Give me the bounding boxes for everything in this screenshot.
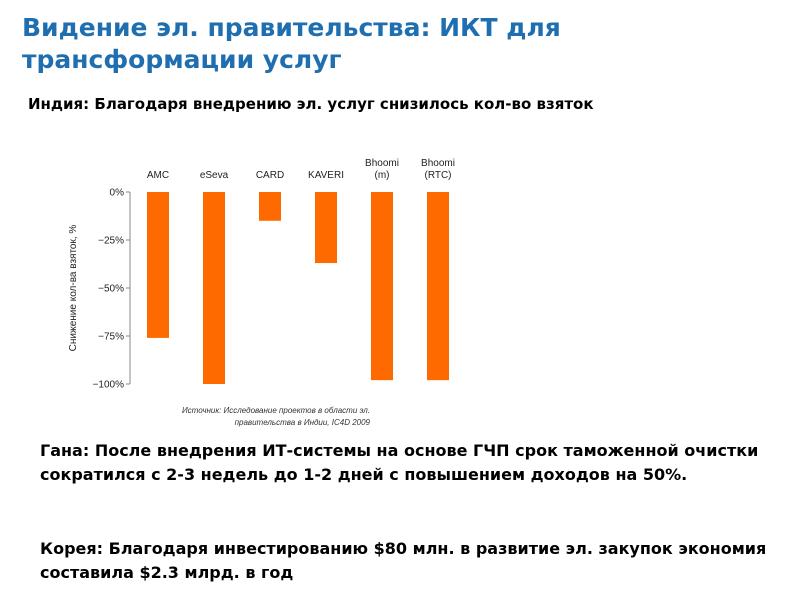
- slide-title-line-1: Видение эл. правительства: ИКТ для: [22, 13, 561, 42]
- category-label: eSeva: [200, 170, 229, 181]
- y-tick-label: −25%: [98, 236, 124, 247]
- y-tick-label: −75%: [98, 332, 124, 343]
- category-label: (RTC): [424, 170, 451, 181]
- y-tick-label: −50%: [98, 284, 124, 295]
- chart-source-line-1: Источник: Исследование проектов в област…: [181, 406, 370, 415]
- category-label: (m): [375, 170, 390, 181]
- category-label: Bhoomi: [421, 158, 455, 169]
- india-subtitle: Индия: Благодаря внедрению эл. услуг сни…: [28, 95, 594, 113]
- slide-title: Видение эл. правительства: ИКТ для транс…: [22, 12, 782, 76]
- bar-4: [371, 192, 393, 381]
- bar-5: [427, 192, 449, 381]
- category-label: AMC: [147, 170, 169, 181]
- bar-2: [259, 192, 281, 221]
- chart-source-note: Источник: Исследование проектов в област…: [80, 405, 370, 429]
- bribe-reduction-bar-chart: 0% −25% −50% −75% −100% Снижение кол-ва взято…: [68, 158, 455, 391]
- bar-3: [315, 192, 337, 264]
- slide-title-line-2: трансформации услуг: [22, 45, 342, 74]
- bar-0: [147, 192, 169, 338]
- category-label: CARD: [256, 170, 284, 181]
- y-tick-label: 0%: [110, 188, 125, 199]
- category-label: Bhoomi: [365, 158, 399, 169]
- y-axis-title: Снижение кол-ва взяток, %: [68, 225, 79, 352]
- chart-source-line-2: правительства в Индии, IC4D 2009: [234, 418, 370, 427]
- bar-1: [203, 192, 225, 384]
- category-label: KAVERI: [308, 170, 344, 181]
- ghana-paragraph: Гана: После внедрения ИТ-системы на осно…: [40, 441, 759, 484]
- y-tick-label: −100%: [93, 380, 125, 391]
- korea-paragraph: Корея: Благодаря инвестированию $80 млн.…: [40, 539, 767, 582]
